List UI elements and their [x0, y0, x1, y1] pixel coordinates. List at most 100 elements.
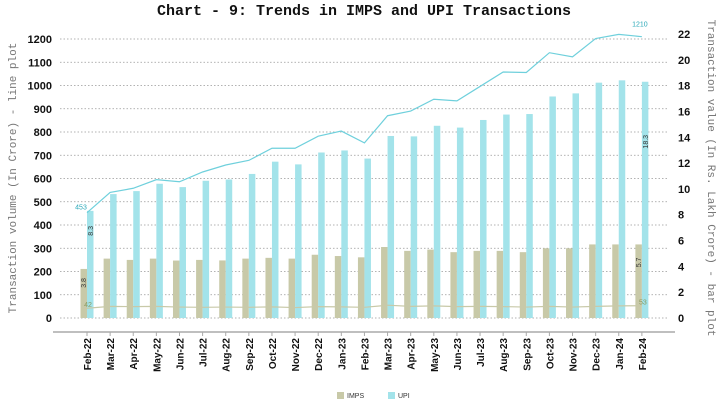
bar-upi [572, 93, 580, 318]
bar-imps [334, 256, 342, 318]
x-tick-label: Jun-23 [453, 338, 464, 371]
left-tick-label: 500 [34, 197, 52, 209]
bar-upi [110, 194, 117, 318]
bar-upi [318, 152, 325, 318]
x-tick-label: Oct-22 [268, 338, 279, 370]
bar-upi [295, 164, 302, 318]
right-tick-label: 10 [678, 184, 690, 196]
x-tick-label: Feb-24 [638, 338, 649, 371]
bar-upi [179, 187, 186, 318]
right-tick-label: 2 [678, 287, 684, 299]
bar-imps [311, 254, 319, 318]
bar-upi [156, 183, 163, 318]
bar-upi [133, 191, 140, 318]
right-tick-label: 18 [678, 81, 690, 93]
bar-imps [126, 259, 134, 318]
x-tick-label: Mar-23 [384, 338, 395, 371]
left-tick-label: 1200 [28, 34, 52, 46]
bar-upi [202, 180, 210, 318]
bar-imps [172, 260, 180, 318]
bar-upi [87, 210, 94, 318]
bar-upi [387, 135, 395, 318]
bar-imps [265, 257, 272, 318]
bar-upi [618, 80, 626, 319]
x-tick-label: Sep-23 [522, 338, 533, 371]
bar-upi [480, 119, 487, 318]
legend-label-upi: UPI [398, 393, 410, 400]
right-axis-label: Transaction value (In Rs. Lakh Crore) - … [704, 20, 716, 337]
left-tick-label: 600 [34, 174, 52, 186]
left-tick-label: 900 [34, 104, 52, 116]
bar-upi [341, 150, 348, 318]
data-label: 453 [75, 205, 87, 212]
x-tick-label: Jan-23 [337, 338, 348, 370]
x-tick-label: Nov-23 [569, 338, 580, 372]
bar-upi [248, 173, 256, 318]
legend-swatch-upi [388, 392, 395, 399]
bar-upi [433, 125, 441, 319]
right-tick-label: 16 [678, 106, 690, 118]
left-tick-label: 1000 [28, 81, 52, 93]
bar-imps [635, 244, 642, 318]
bar-imps [103, 258, 111, 318]
bar-imps [404, 250, 411, 318]
x-tick-label: Feb-23 [360, 338, 371, 371]
bar-imps [196, 259, 203, 318]
bar-imps [288, 258, 296, 318]
right-tick-label: 20 [678, 55, 690, 67]
x-tick-label: Dec-23 [592, 338, 603, 371]
x-tick-label: Jan-24 [615, 338, 626, 370]
x-tick-label: Dec-22 [314, 338, 325, 371]
right-tick-label: 0 [678, 313, 684, 325]
bar-upi [456, 127, 464, 318]
left-tick-label: 300 [34, 243, 52, 255]
bar-upi [641, 81, 649, 318]
bar-imps [519, 252, 527, 318]
bar-upi [364, 158, 371, 318]
right-tick-label: 22 [678, 29, 690, 41]
bar-imps [496, 250, 504, 318]
left-tick-label: 1100 [28, 57, 52, 69]
data-label: 3.8 [81, 278, 88, 288]
x-tick-label: May-23 [430, 338, 441, 372]
data-label: 18.3 [643, 135, 650, 149]
left-tick-label: 0 [46, 313, 52, 325]
line-upi [86, 33, 642, 214]
x-tick-label: Apr-22 [129, 338, 140, 370]
bar-imps [612, 244, 619, 318]
bar-imps [450, 252, 457, 318]
right-tick-label: 12 [678, 158, 690, 170]
legend-label-imps: IMPS [347, 393, 364, 400]
x-tick-label: Jun-22 [175, 338, 186, 371]
line-imps [86, 304, 642, 309]
x-tick-label: Sep-22 [245, 338, 256, 371]
x-tick-label: Aug-22 [222, 338, 233, 372]
right-tick-label: 4 [678, 261, 685, 273]
left-tick-label: 700 [34, 150, 52, 162]
x-tick-label: Apr-23 [407, 338, 418, 370]
left-tick-label: 100 [34, 290, 52, 302]
bar-imps [149, 258, 157, 318]
x-tick-label: Mar-22 [106, 338, 117, 371]
data-label: 1210 [632, 21, 648, 28]
legend-swatch-imps [337, 392, 344, 399]
x-tick-label: Aug-23 [499, 338, 510, 372]
bar-imps [219, 260, 226, 318]
data-label: 5.7 [636, 257, 643, 267]
bar-upi [271, 161, 279, 318]
left-tick-label: 400 [34, 220, 52, 232]
bar-imps [427, 249, 434, 318]
right-tick-label: 6 [678, 236, 684, 248]
bar-imps [566, 248, 573, 318]
bar-imps [381, 247, 388, 318]
chart-title: Chart - 9: Trends in IMPS and UPI Transa… [157, 3, 571, 20]
left-tick-label: 800 [34, 127, 52, 139]
data-label: 53 [639, 300, 647, 307]
x-tick-label: May-22 [152, 338, 163, 372]
left-tick-label: 200 [34, 267, 52, 279]
x-tick-label: Feb-22 [83, 338, 94, 371]
x-tick-label: Oct-23 [545, 338, 556, 370]
x-tick-label: Nov-22 [291, 338, 302, 372]
bar-imps [589, 244, 596, 318]
